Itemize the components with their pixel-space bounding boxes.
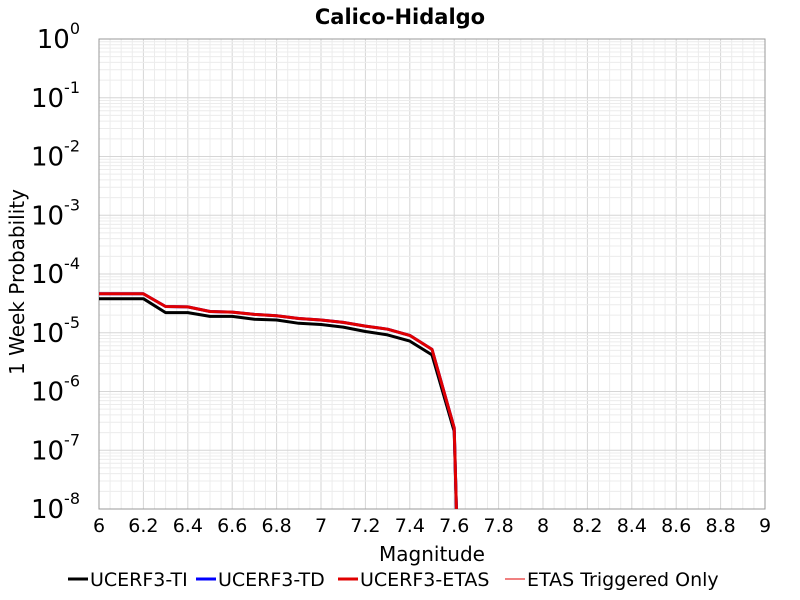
plot-area: [98, 38, 766, 510]
y-tick-label: 10-2: [31, 137, 80, 173]
x-tick-label: 6.4: [173, 515, 203, 537]
y-tick-label: 10-4: [31, 254, 80, 290]
x-tick-label: 7.6: [439, 515, 469, 537]
y-tick-label: 100: [37, 19, 80, 55]
y-tick-label: 10-3: [31, 195, 80, 231]
x-tick-label: 8.8: [705, 515, 735, 537]
legend-label-3: ETAS Triggered Only: [527, 569, 719, 591]
x-tick-label: 7.8: [483, 515, 513, 537]
legend-label-2: UCERF3-ETAS: [360, 569, 489, 591]
y-tick-label: 10-5: [31, 313, 80, 349]
x-tick-label: 6.8: [261, 515, 291, 537]
series-layer: [99, 292, 458, 510]
y-axis-label: 1 Week Probability: [5, 189, 29, 375]
x-axis-label: Magnitude: [379, 542, 485, 566]
x-tick-label: 6: [93, 515, 105, 537]
series-line-1: [99, 292, 458, 510]
x-tick-label: 8.4: [617, 515, 647, 537]
grid: [98, 39, 766, 510]
x-tick-label: 9: [759, 515, 771, 537]
x-tick-label: 7: [315, 515, 327, 537]
x-tick-label: 7.2: [350, 515, 380, 537]
legend-label-0: UCERF3-TI: [90, 569, 188, 591]
series-line-0: [99, 297, 458, 510]
y-tick-label: 10-8: [31, 489, 80, 525]
y-tick-label: 10-6: [31, 372, 80, 408]
x-tick-label: 7.4: [395, 515, 425, 537]
legend-label-1: UCERF3-TD: [218, 569, 325, 591]
x-tick-label: 8.2: [572, 515, 602, 537]
chart-title: Calico-Hidalgo: [315, 5, 485, 29]
y-tick-label: 10-7: [31, 430, 80, 466]
y-tick-label: 10-1: [31, 78, 80, 114]
y-axis-ticks: 100 10-1 10-2 10-3 10-4 10-5 10-6 10-7 10-8: [31, 19, 80, 525]
series-line-2: [99, 292, 458, 510]
legend: UCERF3-TI UCERF3-TD UCERF3-ETAS ETAS Trigge…: [68, 569, 719, 591]
x-tick-label: 6.2: [128, 515, 158, 537]
x-tick-label: 8.6: [661, 515, 691, 537]
x-axis-ticks: 6 6.2 6.4 6.6 6.8 7 7.2 7.4 7.6 7.8 8 8.2 8.4 8.6 8.8 9: [93, 515, 771, 537]
x-tick-label: 6.6: [217, 515, 247, 537]
x-tick-label: 8: [537, 515, 549, 537]
